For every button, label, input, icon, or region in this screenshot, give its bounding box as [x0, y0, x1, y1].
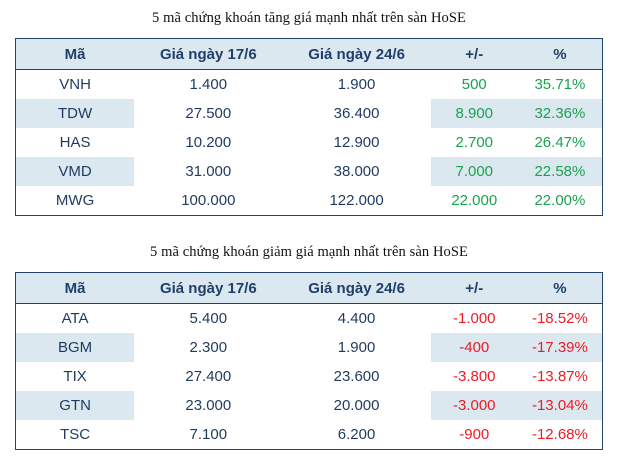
losers-table: Mã Giá ngày 17/6 Giá ngày 24/6 +/- % ATA…	[16, 273, 602, 449]
cell-stock-code: TIX	[16, 362, 135, 391]
table-row[interactable]: GTN 23.000 20.000 -3.000 -13.04%	[16, 391, 602, 420]
cell-price-17-6: 7.100	[134, 420, 283, 449]
cell-price-17-6: 100.000	[134, 186, 283, 215]
column-header-percent[interactable]: %	[517, 273, 602, 304]
cell-change-pct: 22.58%	[517, 157, 602, 186]
cell-price-24-6: 4.400	[282, 303, 431, 333]
table-row[interactable]: VMD 31.000 38.000 7.000 22.58%	[16, 157, 602, 186]
column-header-change[interactable]: +/-	[430, 39, 518, 70]
cell-price-17-6: 23.000	[134, 391, 283, 420]
column-header-change[interactable]: +/-	[430, 273, 518, 304]
cell-price-17-6: 10.200	[134, 128, 283, 157]
cell-change-pct: -13.87%	[517, 362, 602, 391]
gainers-table: Mã Giá ngày 17/6 Giá ngày 24/6 +/- % VNH…	[16, 39, 602, 215]
cell-stock-code: GTN	[16, 391, 135, 420]
column-header-price-1[interactable]: Giá ngày 17/6	[134, 39, 283, 70]
cell-change-value: 22.000	[430, 186, 518, 215]
cell-change-value: -900	[430, 420, 518, 449]
column-header-price-1[interactable]: Giá ngày 17/6	[134, 273, 283, 304]
column-header-price-2[interactable]: Giá ngày 24/6	[282, 273, 431, 304]
cell-stock-code: VMD	[16, 157, 135, 186]
cell-price-24-6: 122.000	[282, 186, 431, 215]
losers-table-body: ATA 5.400 4.400 -1.000 -18.52% BGM 2.300 1.900-…	[16, 303, 602, 449]
cell-change-value: -3.800	[430, 362, 518, 391]
table-row[interactable]: MWG 100.000 122.000 22.000 22.00%	[16, 186, 602, 215]
cell-change-pct: 35.71%	[517, 69, 602, 99]
cell-change-value: -1.000	[430, 303, 518, 333]
losers-table-head: Mã Giá ngày 17/6 Giá ngày 24/6 +/- %	[16, 273, 602, 304]
cell-price-17-6: 1.400	[134, 69, 283, 99]
cell-stock-code: BGM	[16, 333, 135, 362]
cell-change-pct: 26.47%	[517, 128, 602, 157]
cell-stock-code: TSC	[16, 420, 135, 449]
cell-stock-code: VNH	[16, 69, 135, 99]
cell-change-value: 2.700	[430, 128, 518, 157]
gainers-table-container: Mã Giá ngày 17/6 Giá ngày 24/6 +/- % VNH…	[15, 38, 603, 216]
table-row[interactable]: VNH 1.400 1.900 500 35.71%	[16, 69, 602, 99]
column-header-price-2[interactable]: Giá ngày 24/6	[282, 39, 431, 70]
table-row[interactable]: BGM 2.300 1.900 -400 -17.39%	[16, 333, 602, 362]
cell-change-value: -3.000	[430, 391, 518, 420]
cell-price-17-6: 27.500	[134, 99, 283, 128]
gainers-table-head: Mã Giá ngày 17/6 Giá ngày 24/6 +/- %	[16, 39, 602, 70]
cell-price-24-6: 38.000	[282, 157, 431, 186]
cell-change-pct: 22.00%	[517, 186, 602, 215]
losers-table-container: Mã Giá ngày 17/6 Giá ngày 24/6 +/- % ATA…	[15, 272, 603, 450]
column-header-code[interactable]: Mã	[16, 273, 135, 304]
table-row[interactable]: TDW 27.500 36.400 8.900 32.36%	[16, 99, 602, 128]
column-header-code[interactable]: Mã	[16, 39, 135, 70]
cell-change-pct: -12.68%	[517, 420, 602, 449]
table-row[interactable]: HAS 10.200 12.900 2.700 26.47%	[16, 128, 602, 157]
cell-price-17-6: 31.000	[134, 157, 283, 186]
cell-price-17-6: 2.300	[134, 333, 283, 362]
cell-price-17-6: 5.400	[134, 303, 283, 333]
cell-change-pct: -17.39%	[517, 333, 602, 362]
cell-change-pct: -13.04%	[517, 391, 602, 420]
cell-stock-code: MWG	[16, 186, 135, 215]
cell-stock-code: ATA	[16, 303, 135, 333]
cell-price-24-6: 12.900	[282, 128, 431, 157]
table-row[interactable]: ATA 5.400 4.400 -1.000 -18.52%	[16, 303, 602, 333]
table-row[interactable]: TSC 7.100 6.200 -900 -12.68%	[16, 420, 602, 449]
cell-change-value: -400	[430, 333, 518, 362]
column-header-percent[interactable]: %	[517, 39, 602, 70]
table-header-row: Mã Giá ngày 17/6 Giá ngày 24/6 +/- %	[16, 273, 602, 304]
cell-price-17-6: 27.400	[134, 362, 283, 391]
cell-price-24-6: 1.900	[282, 69, 431, 99]
losers-table-title: 5 mã chứng khoán giảm giá mạnh nhất trên…	[150, 244, 468, 260]
cell-change-value: 500	[430, 69, 518, 99]
cell-price-24-6: 36.400	[282, 99, 431, 128]
cell-change-pct: 32.36%	[517, 99, 602, 128]
cell-change-value: 7.000	[430, 157, 518, 186]
cell-stock-code: TDW	[16, 99, 135, 128]
cell-change-value: 8.900	[430, 99, 518, 128]
gainers-table-body: VNH 1.400 1.900 500 35.71% TDW 27.500 36.400 8.9…	[16, 69, 602, 215]
cell-price-24-6: 6.200	[282, 420, 431, 449]
table-header-row: Mã Giá ngày 17/6 Giá ngày 24/6 +/- %	[16, 39, 602, 70]
cell-stock-code: HAS	[16, 128, 135, 157]
cell-change-pct: -18.52%	[517, 303, 602, 333]
cell-price-24-6: 1.900	[282, 333, 431, 362]
table-row[interactable]: TIX 27.400 23.600 -3.800 -13.87%	[16, 362, 602, 391]
gainers-table-title: 5 mã chứng khoán tăng giá mạnh nhất trên…	[152, 10, 466, 26]
cell-price-24-6: 23.600	[282, 362, 431, 391]
cell-price-24-6: 20.000	[282, 391, 431, 420]
